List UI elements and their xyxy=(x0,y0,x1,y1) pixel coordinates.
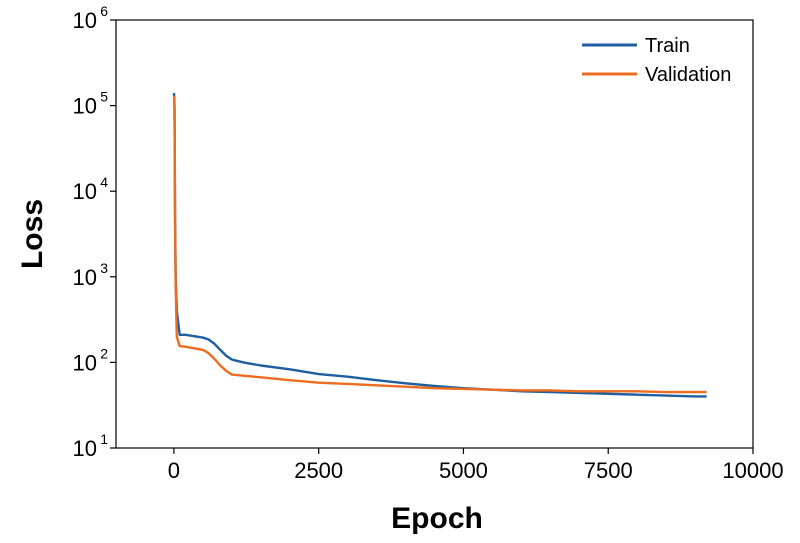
y-tick-exponent: 6 xyxy=(100,3,108,19)
y-tick-base: 10 xyxy=(73,179,97,204)
plot-frame xyxy=(115,19,754,449)
x-tick-label: 10000 xyxy=(722,458,783,483)
x-tick-label: 2500 xyxy=(294,458,343,483)
y-tick-label: 10 1 xyxy=(73,431,109,461)
y-tick-label: 10 2 xyxy=(73,345,109,375)
y-axis-title: Loss xyxy=(16,199,49,269)
y-tick-base: 10 xyxy=(73,265,97,290)
series-line-validation xyxy=(172,95,707,394)
y-tick-label: 10 5 xyxy=(73,89,109,119)
y-tick-base: 10 xyxy=(73,350,97,375)
x-tick-label: 5000 xyxy=(439,458,488,483)
y-tick-exponent: 2 xyxy=(100,345,108,361)
y-tick-base: 10 xyxy=(73,94,97,119)
y-tick-exponent: 1 xyxy=(100,431,108,447)
x-tick-label: 7500 xyxy=(584,458,633,483)
legend-label-validation: Validation xyxy=(645,64,731,86)
y-tick-label: 10 6 xyxy=(73,3,109,33)
y-tick-label: 10 4 xyxy=(73,174,109,204)
legend-label-train: Train xyxy=(645,35,690,57)
y-tick-base: 10 xyxy=(73,8,97,33)
x-tick-label: 0 xyxy=(168,458,180,483)
legend: Train Validation xyxy=(582,35,731,86)
y-tick-exponent: 4 xyxy=(100,174,108,190)
y-tick-base: 10 xyxy=(73,436,97,461)
y-tick-exponent: 3 xyxy=(100,260,108,276)
series-layer xyxy=(172,92,707,398)
y-tick-label: 10 3 xyxy=(73,260,109,290)
x-axis-ticks: 0 2500 5000 7500 10000 xyxy=(168,448,784,483)
x-axis-title: Epoch xyxy=(391,502,483,535)
y-tick-exponent: 5 xyxy=(100,89,108,105)
series-line-train xyxy=(172,92,707,398)
